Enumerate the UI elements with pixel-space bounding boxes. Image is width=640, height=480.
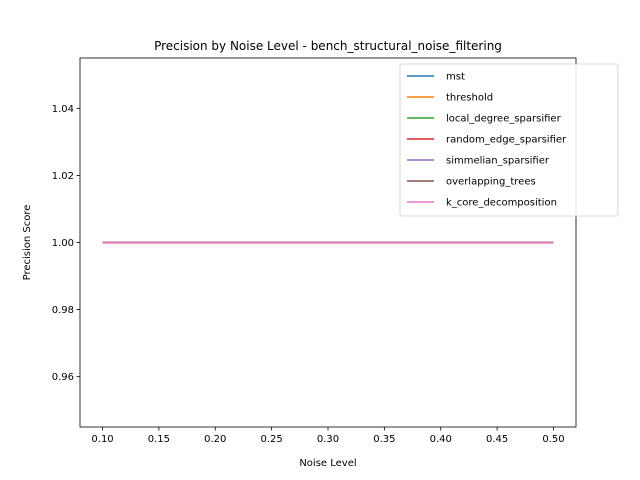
legend-label: k_core_decomposition [446, 198, 557, 209]
legend-label: threshold [446, 93, 493, 104]
legend-label: random_edge_sparsifier [446, 135, 567, 146]
x-tick-label: 0.50 [542, 434, 564, 445]
x-tick-label: 0.15 [148, 434, 170, 445]
x-tick-label: 0.30 [317, 434, 339, 445]
x-tick-label: 0.10 [91, 434, 113, 445]
x-axis-label: Noise Level [299, 458, 356, 469]
legend-box [399, 63, 619, 217]
y-axis-label: Precision Score [22, 205, 33, 281]
y-tick-label: 1.02 [52, 171, 74, 182]
x-tick-label: 0.35 [373, 434, 395, 445]
legend: mst threshold local_degree_sparsifierrando… [399, 63, 619, 217]
x-tick-label: 0.20 [204, 434, 226, 445]
x-tick-label: 0.45 [486, 434, 508, 445]
chart-title: Precision by Noise Level - bench_structu… [154, 39, 502, 53]
legend-label: overlapping_trees [446, 177, 536, 188]
y-tick-label: 0.96 [52, 372, 74, 383]
legend-label: simmelian_sparsifier [446, 156, 550, 167]
legend-label: local_degree_sparsifier [446, 114, 562, 125]
y-tick-label: 0.98 [52, 305, 74, 316]
x-tick-label: 0.25 [261, 434, 283, 445]
y-tick-label: 1.00 [52, 238, 74, 249]
legend-label: mst [446, 72, 465, 83]
y-axis-ticks: 0.96 0.98 1.00 1.02 1.04 [52, 104, 80, 383]
y-tick-label: 1.04 [52, 104, 74, 115]
x-tick-label: 0.40 [430, 434, 452, 445]
x-axis-ticks: 0.10 0.15 0.20 0.25 0.30 0.35 0.40 0.45 0.50 [91, 427, 565, 445]
